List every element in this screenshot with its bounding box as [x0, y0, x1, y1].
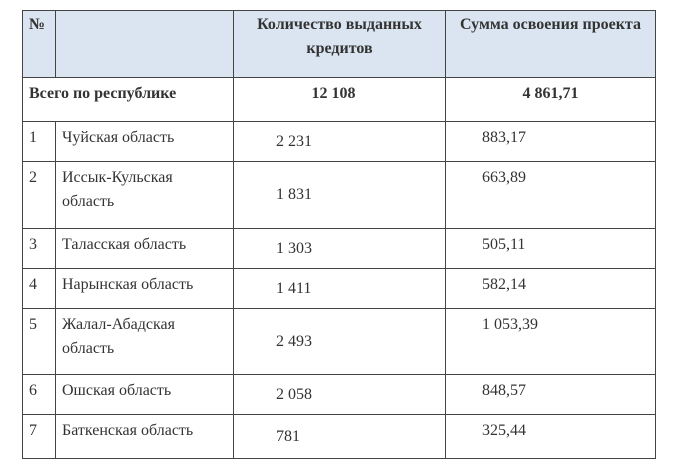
header-cell-empty — [55, 10, 234, 78]
total-sum: 4 861,71 — [445, 77, 656, 122]
data-row: 2 Иссык-Кульская область 1 831 663,89 — [22, 161, 656, 229]
region-name: Чуйская область — [55, 121, 234, 162]
project-sum: 883,17 — [445, 121, 656, 162]
project-sum: 325,44 — [445, 414, 656, 459]
data-row: 3 Таласская область 1 303 505,11 — [22, 228, 656, 269]
project-sum: 505,11 — [445, 228, 656, 269]
credit-count: 781 — [233, 414, 446, 459]
project-sum: 663,89 — [445, 161, 656, 229]
credit-count: 1 411 — [233, 268, 446, 309]
header-cell: Сумма освоения проекта — [445, 10, 656, 78]
credit-count: 2 058 — [233, 374, 446, 415]
header-row: № Количество выданных кредитов Сумма осв… — [22, 10, 656, 78]
row-number: 5 — [22, 308, 56, 375]
region-name: Иссык-Кульская область — [55, 161, 234, 229]
total-count-text: 12 108 — [311, 85, 356, 102]
credit-count: 1 303 — [233, 228, 446, 269]
data-row: 4 Нарынская область 1 411 582,14 — [22, 268, 656, 309]
region-name: Баткенская область — [55, 414, 234, 459]
data-row: 5 Жалал-Абадская область 2 493 1 053,39 — [22, 308, 656, 375]
project-sum: 1 053,39 — [445, 308, 656, 375]
credit-count: 2 231 — [233, 121, 446, 162]
region-name: Нарынская область — [55, 268, 234, 309]
row-number: 2 — [22, 161, 56, 229]
data-row: 7 Баткенская область 781 325,44 — [22, 414, 656, 459]
credit-count: 2 493 — [233, 308, 446, 375]
row-number: 1 — [22, 121, 56, 162]
total-count: 12 108 — [233, 77, 446, 122]
header-cell: Количество выданных кредитов — [233, 10, 446, 78]
row-number: 3 — [22, 228, 56, 269]
credit-count: 1 831 — [233, 161, 446, 229]
project-sum: 582,14 — [445, 268, 656, 309]
data-row: 6 Ошская область 2 058 848,57 — [22, 374, 656, 415]
total-label: Всего по республике — [22, 77, 234, 122]
data-row: 1 Чуйская область 2 231 883,17 — [22, 121, 656, 162]
row-number: 4 — [22, 268, 56, 309]
row-number: 6 — [22, 374, 56, 415]
row-number: 7 — [22, 414, 56, 459]
header-cell: № — [22, 10, 56, 78]
region-name: Ошская область — [55, 374, 234, 415]
credit-table: № Количество выданных кредитов Сумма осв… — [22, 10, 656, 459]
region-name: Таласская область — [55, 228, 234, 269]
project-sum: 848,57 — [445, 374, 656, 415]
region-name: Жалал-Абадская область — [55, 308, 234, 375]
total-row: Всего по республике 12 108 4 861,71 — [22, 77, 656, 122]
